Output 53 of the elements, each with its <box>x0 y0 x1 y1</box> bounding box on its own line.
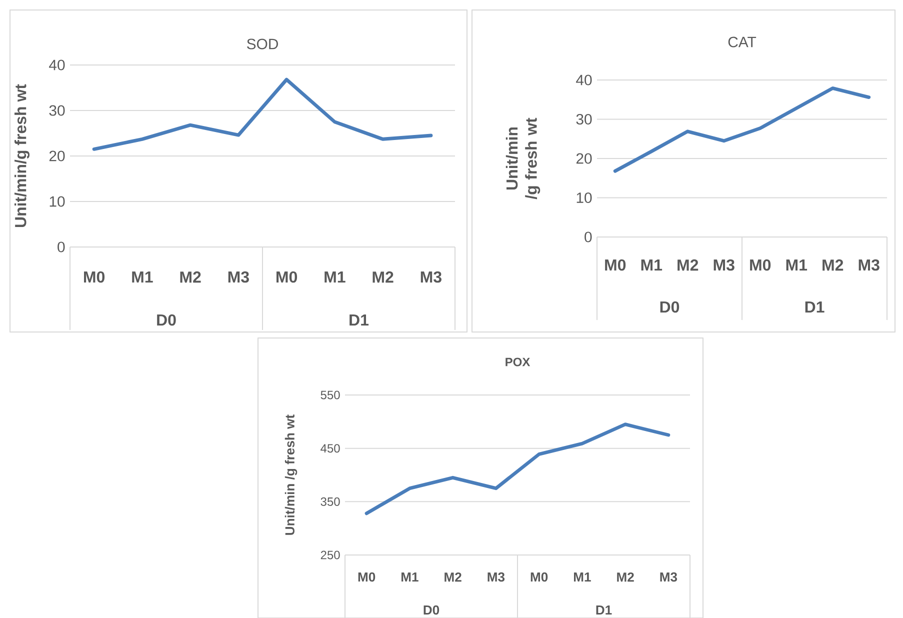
y-tick-label: 0 <box>58 242 65 252</box>
line-series <box>613 86 871 173</box>
y-tick-label: 450 <box>320 444 340 453</box>
x-tick-label: M0 <box>750 259 771 271</box>
x-tick-label: M0 <box>84 271 105 283</box>
x-tick-label: M3 <box>660 572 678 582</box>
chart-title: SOD <box>247 38 278 50</box>
x-tick-label: M1 <box>641 260 662 270</box>
x-tick-label: M1 <box>574 572 591 582</box>
text: D1 <box>805 302 824 312</box>
y-tick-label: 250 <box>320 550 340 560</box>
y-tick-label: 40 <box>49 60 65 70</box>
x-tick-label: M0 <box>530 572 548 582</box>
y-tick-label: 30 <box>49 105 65 116</box>
x-tick-label: M3 <box>714 259 734 271</box>
y-axis-title: Unit/min /g fresh wt <box>506 118 540 200</box>
x-tick-label: M1 <box>324 272 346 282</box>
text: D1 <box>596 606 612 614</box>
x-tick-label: M1 <box>132 272 153 282</box>
x-tick-label: M0 <box>358 572 376 582</box>
text: D0 <box>157 314 176 326</box>
line-series <box>364 422 670 516</box>
x-tick-label: M2 <box>617 572 634 582</box>
chart-title: POX <box>506 358 530 366</box>
x-tick-label: M2 <box>444 572 462 582</box>
text: D1 <box>350 314 369 326</box>
y-tick-label: 10 <box>576 192 592 204</box>
x-tick-label: M1 <box>401 572 418 582</box>
x-tick-label: M2 <box>678 259 698 271</box>
x-tick-label: M2 <box>180 271 201 283</box>
y-tick-label: 0 <box>584 232 592 242</box>
y-tick-label: 550 <box>320 390 340 400</box>
x-tick-label: M2 <box>822 259 844 271</box>
x-tick-label: M3 <box>858 259 880 271</box>
y-tick-label: 20 <box>576 153 592 164</box>
y-tick-label: 30 <box>576 114 592 125</box>
x-tick-label: M0 <box>605 259 626 271</box>
text: D0 <box>424 605 440 615</box>
x-tick-label: M1 <box>786 260 808 270</box>
x-tick-label: M3 <box>488 572 505 582</box>
y-axis-title: Unit/min/g fresh wt <box>14 84 30 228</box>
x-tick-label: M0 <box>276 271 298 283</box>
x-tick-label: M2 <box>372 271 394 283</box>
chart-title: CAT <box>728 36 756 48</box>
line-series <box>92 78 433 151</box>
y-tick-label: 20 <box>49 150 65 162</box>
x-tick-label: M3 <box>420 271 442 283</box>
x-tick-label: M3 <box>228 271 249 283</box>
y-axis-title: Unit/min /g fresh wt <box>284 414 298 535</box>
y-tick-label: 350 <box>320 497 340 506</box>
y-tick-label: 40 <box>576 74 592 86</box>
text: D0 <box>660 301 680 313</box>
y-tick-label: 10 <box>50 196 65 207</box>
